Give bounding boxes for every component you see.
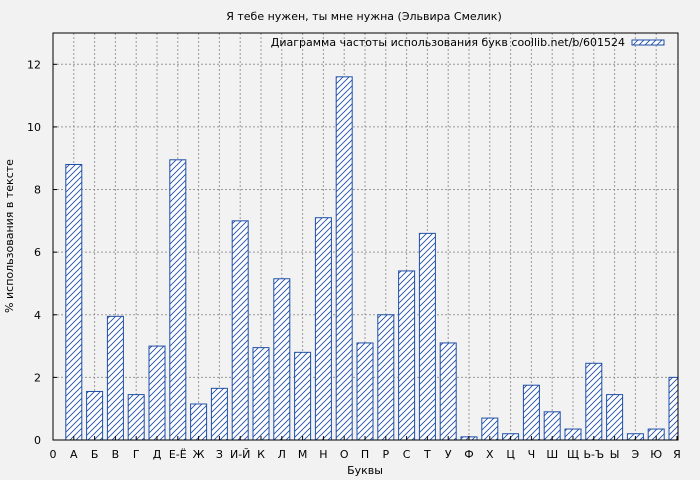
x-tick-label: Э [632, 448, 640, 461]
y-tick-label: 6 [34, 246, 41, 259]
x-tick-label: Ы [610, 448, 620, 461]
y-tick-label: 10 [27, 121, 41, 134]
x-tick-label: С [403, 448, 411, 461]
y-tick-label: 4 [34, 309, 41, 322]
y-tick-label: 2 [34, 371, 41, 384]
x-tick-label: В [112, 448, 120, 461]
bar [127, 394, 145, 441]
bar [356, 342, 374, 441]
x-tick-label: У [445, 448, 452, 461]
x-tick-label: Х [486, 448, 494, 461]
bar [314, 217, 332, 441]
x-tick-label: Ц [506, 448, 515, 461]
bar [65, 163, 83, 441]
bar [169, 159, 187, 441]
x-tick-label: 0 [50, 448, 57, 461]
y-tick-label: 8 [34, 184, 41, 197]
bar [231, 220, 249, 441]
x-tick-label: Я [673, 448, 681, 461]
y-tick-label: 12 [27, 58, 41, 71]
bar [294, 351, 312, 441]
bar [190, 403, 208, 441]
x-tick-label: З [216, 448, 223, 461]
bar [543, 411, 561, 441]
bar [398, 270, 416, 441]
x-tick-label: Ф [464, 448, 473, 461]
bar [418, 232, 436, 441]
bar [273, 278, 291, 441]
legend: Диаграмма частоты использования букв coo… [271, 36, 665, 49]
bar [606, 394, 624, 441]
x-tick-label: Д [153, 448, 162, 461]
y-axis-label: % использования в тексте [3, 159, 16, 313]
y-tick-label: 0 [34, 434, 41, 447]
bars [65, 76, 679, 441]
legend-swatch [631, 39, 665, 46]
x-tick-label: Щ [567, 448, 579, 461]
x-tick-label: М [298, 448, 308, 461]
x-tick-label: Е-Ё [169, 448, 187, 461]
x-tick-label: И-Й [230, 448, 250, 461]
bar [210, 387, 228, 441]
bar [148, 345, 166, 441]
x-tick-label: Л [278, 448, 286, 461]
bar [86, 390, 104, 441]
bar [522, 384, 540, 441]
x-tick-label: Ь-Ъ [583, 448, 604, 461]
x-tick-label: Ч [528, 448, 536, 461]
x-tick-label: Р [382, 448, 389, 461]
x-axis-label: Буквы [347, 464, 383, 477]
bar [106, 315, 124, 441]
x-tick-label: Ж [193, 448, 205, 461]
bar [585, 362, 603, 441]
y-axis-ticks: 0 2 4 6 8 10 12 [27, 58, 57, 447]
x-tick-label: Н [319, 448, 327, 461]
x-tick-label: Ю [650, 448, 662, 461]
bar [377, 314, 395, 441]
bar [335, 76, 353, 441]
x-tick-label: П [361, 448, 369, 461]
x-tick-label: К [257, 448, 265, 461]
chart-title: Я тебе нужен, ты мне нужна (Эльвира Смел… [226, 10, 502, 23]
x-tick-label: Б [91, 448, 99, 461]
legend-label: Диаграмма частоты использования букв coo… [271, 36, 625, 49]
x-tick-label: Ш [546, 448, 558, 461]
bar [439, 342, 457, 441]
x-tick-label: Г [133, 448, 140, 461]
x-tick-label: Т [423, 448, 431, 461]
x-tick-label: А [70, 448, 78, 461]
bar [252, 347, 270, 441]
x-tick-label: О [340, 448, 349, 461]
x-axis-ticks: 0 А Б В Г Д Е-Ё Ж З И-Й К Л М Н О П Р С Т У Ф Х Ц Ч Ш Щ Ь-Ъ Ы Э Ю Я [50, 436, 681, 461]
bar [668, 376, 679, 441]
